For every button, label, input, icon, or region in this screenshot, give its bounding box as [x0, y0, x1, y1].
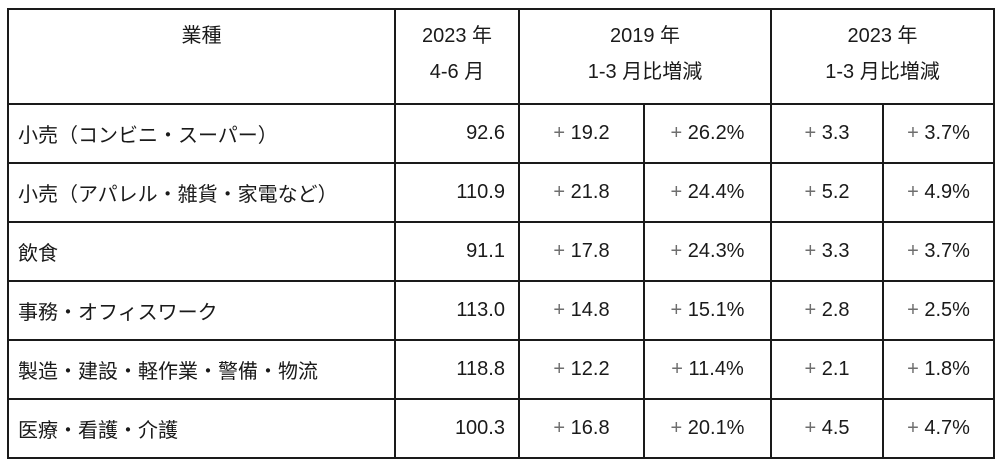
vs2019-pct-cell: + 20.1%: [643, 398, 772, 459]
header-vs-2019: 2019 年 1-3 月比増減: [518, 8, 772, 105]
header-2023-q2-line1: 2023 年: [421, 25, 493, 47]
industry-cell: 事務・オフィスワーク: [7, 280, 396, 341]
vs2019-diff-cell: + 17.8: [518, 221, 645, 282]
table-row: 小売（コンビニ・スーパー） 92.6 + 19.2 + 26.2% + 3.3 …: [7, 103, 995, 164]
header-2023-q2: 2023 年 4-6 月: [394, 8, 520, 105]
vs2019-pct-cell: + 24.4%: [643, 162, 772, 223]
vs2019-pct-cell: + 26.2%: [643, 103, 772, 164]
header-2023-q2-line2: 4-6 月: [429, 61, 485, 83]
industry-cell: 小売（アパレル・雑貨・家電など）: [7, 162, 396, 223]
industry-index-table: 業種 2023 年 4-6 月 2019 年 1-3 月比増減 2023 年 1…: [7, 8, 995, 459]
industry-cell: 医療・看護・介護: [7, 398, 396, 459]
header-industry-label: 業種: [181, 25, 222, 47]
vs2023-pct-cell: + 1.8%: [882, 339, 995, 400]
header-vs-2023: 2023 年 1-3 月比増減: [770, 8, 995, 105]
vs2023-pct-cell: + 4.9%: [882, 162, 995, 223]
index-2023q2-cell: 100.3: [394, 398, 520, 459]
industry-cell: 製造・建設・軽作業・警備・物流: [7, 339, 396, 400]
vs2019-pct-cell: + 11.4%: [643, 339, 772, 400]
index-2023q2-cell: 118.8: [394, 339, 520, 400]
header-vs-2023-line2: 1-3 月比増減: [825, 61, 940, 83]
header-vs-2019-line2: 1-3 月比増減: [587, 61, 703, 83]
vs2019-diff-cell: + 19.2: [518, 103, 645, 164]
table-body: 小売（コンビニ・スーパー） 92.6 + 19.2 + 26.2% + 3.3 …: [7, 103, 995, 459]
header-industry: 業種: [7, 8, 396, 105]
vs2023-diff-cell: + 3.3: [770, 221, 884, 282]
vs2019-diff-cell: + 12.2: [518, 339, 645, 400]
table-row: 小売（アパレル・雑貨・家電など） 110.9 + 21.8 + 24.4% + …: [7, 162, 995, 223]
vs2023-diff-cell: + 2.8: [770, 280, 884, 341]
vs2023-pct-cell: + 2.5%: [882, 280, 995, 341]
vs2023-pct-cell: + 3.7%: [882, 103, 995, 164]
table-row: 飲食 91.1 + 17.8 + 24.3% + 3.3 + 3.7%: [7, 221, 995, 282]
table-row: 事務・オフィスワーク 113.0 + 14.8 + 15.1% + 2.8 + …: [7, 280, 995, 341]
vs2019-diff-cell: + 21.8: [518, 162, 645, 223]
vs2019-pct-cell: + 24.3%: [643, 221, 772, 282]
table-header: 業種 2023 年 4-6 月 2019 年 1-3 月比増減 2023 年 1…: [7, 8, 995, 105]
vs2019-diff-cell: + 14.8: [518, 280, 645, 341]
index-2023q2-cell: 91.1: [394, 221, 520, 282]
table-row: 医療・看護・介護 100.3 + 16.8 + 20.1% + 4.5 + 4.…: [7, 398, 995, 459]
table-row: 製造・建設・軽作業・警備・物流 118.8 + 12.2 + 11.4% + 2…: [7, 339, 995, 400]
header-vs-2019-line1: 2019 年: [609, 25, 681, 47]
industry-cell: 飲食: [7, 221, 396, 282]
index-2023q2-cell: 92.6: [394, 103, 520, 164]
vs2023-pct-cell: + 3.7%: [882, 221, 995, 282]
index-2023q2-cell: 113.0: [394, 280, 520, 341]
industry-cell: 小売（コンビニ・スーパー）: [7, 103, 396, 164]
vs2019-pct-cell: + 15.1%: [643, 280, 772, 341]
header-vs-2023-line1: 2023 年: [847, 25, 918, 47]
vs2023-diff-cell: + 3.3: [770, 103, 884, 164]
vs2023-diff-cell: + 4.5: [770, 398, 884, 459]
vs2023-pct-cell: + 4.7%: [882, 398, 995, 459]
header-row: 業種 2023 年 4-6 月 2019 年 1-3 月比増減 2023 年 1…: [7, 8, 995, 105]
vs2023-diff-cell: + 5.2: [770, 162, 884, 223]
index-2023q2-cell: 110.9: [394, 162, 520, 223]
vs2019-diff-cell: + 16.8: [518, 398, 645, 459]
vs2023-diff-cell: + 2.1: [770, 339, 884, 400]
